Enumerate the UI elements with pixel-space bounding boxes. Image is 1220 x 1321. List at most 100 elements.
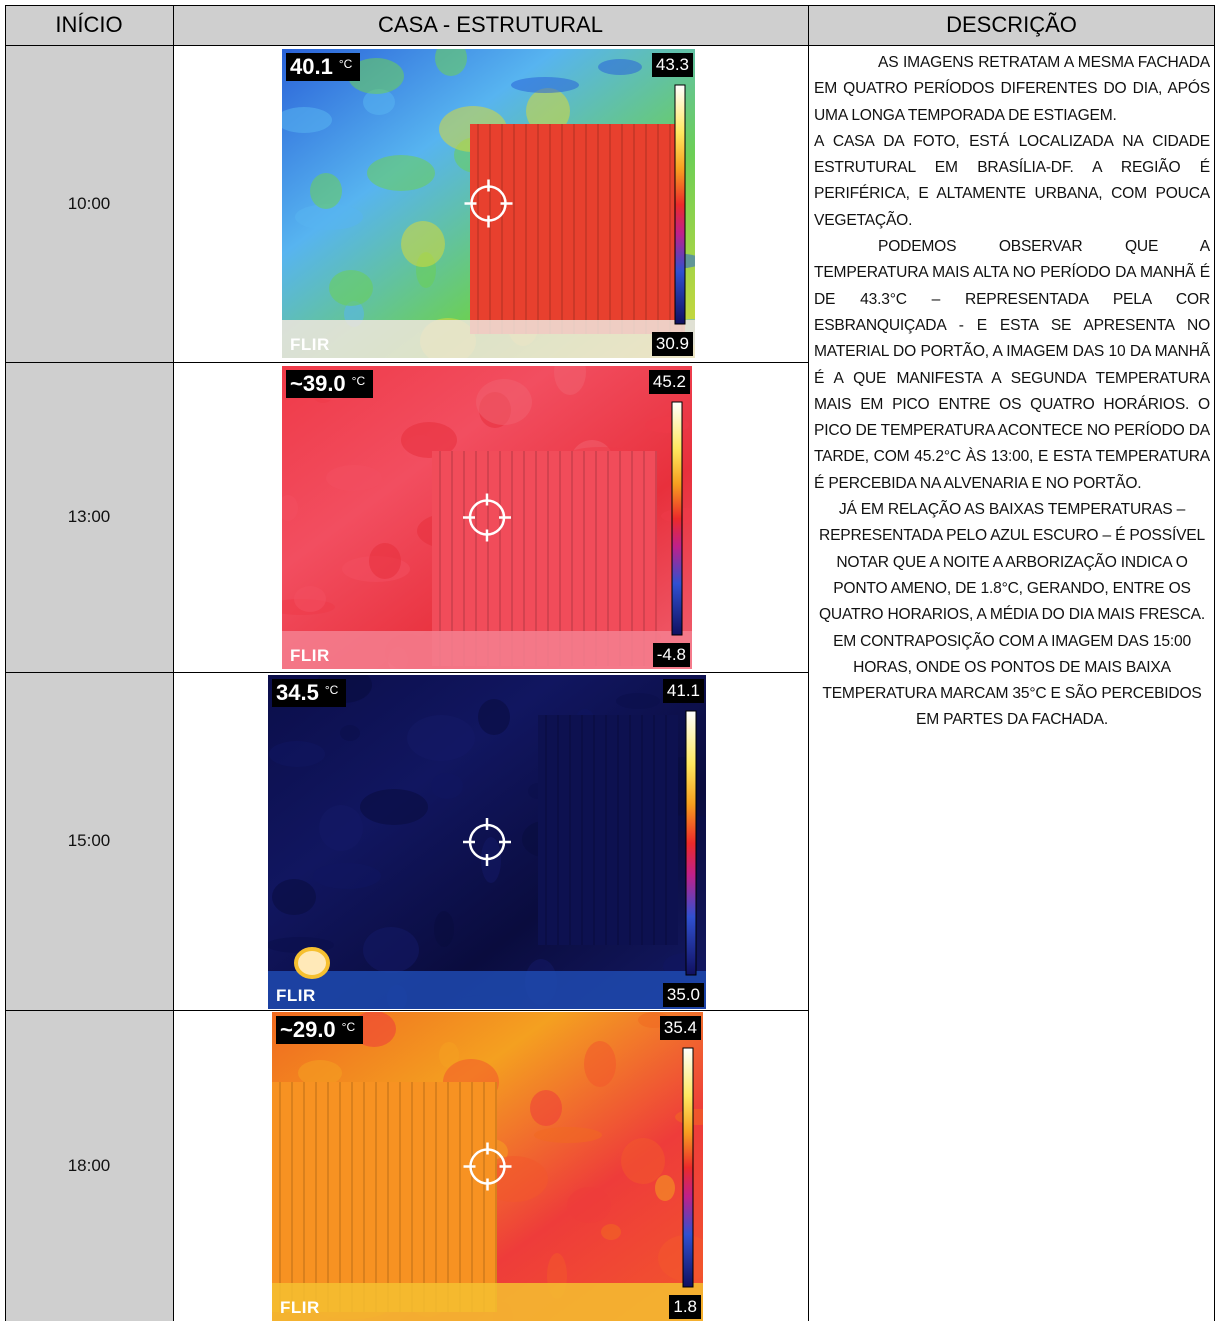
texture [401, 221, 445, 267]
thermal-graphic [272, 1012, 703, 1321]
texture [601, 1224, 621, 1240]
texture [567, 1187, 611, 1223]
texture [363, 927, 419, 973]
texture [295, 204, 363, 230]
border [5, 5, 1215, 6]
texture [511, 77, 579, 93]
spot-reading: ~39.0 °C [286, 370, 374, 398]
time-label: 10:00 [67, 193, 111, 213]
scale-max: 43.3 [651, 53, 693, 77]
texture [313, 863, 381, 889]
texture [526, 88, 570, 134]
scale-max: 35.4 [659, 1016, 701, 1040]
border [5, 5, 6, 1321]
texture [363, 89, 395, 115]
texture [530, 1090, 562, 1126]
texture [282, 495, 298, 521]
texture [616, 693, 660, 709]
spot-unit: °C [324, 683, 339, 697]
time-label: 18:00 [67, 1155, 111, 1175]
texture [348, 58, 404, 94]
thermal-graphic [282, 49, 695, 358]
gate [432, 451, 657, 666]
flir-logo: FLIR [276, 986, 316, 1005]
flir-logo: FLIR [290, 335, 330, 354]
header-house: CASA - ESTRUTURAL [378, 12, 603, 37]
texture [439, 1042, 459, 1068]
thermal-image: ~39.0 °C 45.2 -4.8 FLIR [282, 366, 692, 669]
texture [272, 879, 316, 915]
thermal-image: 40.1 °C 43.3 30.9 FLIR [282, 49, 695, 358]
texture [401, 422, 457, 458]
texture [434, 911, 454, 947]
gate [538, 715, 678, 945]
time-label: 15:00 [67, 831, 111, 850]
thermal-graphic [268, 675, 706, 1009]
thermal-graphic [282, 366, 692, 669]
texture [431, 773, 463, 799]
scale-max: 45.2 [648, 370, 690, 394]
ground [282, 320, 695, 358]
spot-value: 34.5 [276, 680, 319, 705]
spot-unit: °C [341, 1020, 356, 1034]
spot-unit: °C [338, 57, 353, 71]
header-bg [5, 5, 1215, 45]
scale-max: 41.1 [662, 679, 704, 703]
border [5, 45, 1215, 46]
header-description: DESCRIÇÃO [946, 12, 1077, 37]
paragraph: AS IMAGENS RETRATAM A MESMA FACHADA EM Q… [814, 54, 1210, 124]
gate [272, 1082, 497, 1312]
texture [554, 366, 586, 395]
gate [470, 124, 685, 334]
texture [435, 49, 467, 76]
scale-min: 30.9 [651, 332, 693, 356]
texture [478, 699, 510, 735]
ground [272, 1283, 703, 1321]
spot-value: 40.1 [290, 54, 333, 79]
spot-value: ~29.0 [280, 1017, 336, 1042]
thermal-image: 34.5 °C 41.1 35.0 FLIR [268, 675, 706, 1009]
spot-unit: °C [351, 374, 366, 388]
texture [310, 173, 342, 209]
scale-bar [671, 401, 683, 636]
ground [282, 631, 692, 669]
texture [282, 107, 332, 133]
time-label: 13:00 [67, 507, 111, 526]
thermal-image: ~29.0 °C 35.4 1.8 FLIR [272, 1012, 703, 1321]
texture [340, 725, 360, 741]
border [5, 362, 808, 363]
texture [360, 789, 428, 825]
scale-min: -4.8 [652, 643, 690, 667]
flir-logo: FLIR [280, 1298, 320, 1317]
spot-reading: 34.5 °C [272, 679, 347, 707]
texture [326, 465, 382, 491]
ground [268, 971, 706, 1009]
paragraph: JÁ EM RELAÇÃO AS BAIXAS TEMPERATURAS – R… [818, 501, 1206, 729]
flir-logo: FLIR [290, 646, 330, 665]
texture [298, 1060, 342, 1086]
texture [621, 1138, 665, 1184]
hot-spot [294, 947, 330, 979]
spot-reading: ~29.0 °C [276, 1016, 364, 1044]
texture [269, 741, 325, 767]
texture [655, 1175, 675, 1201]
spot-value: ~39.0 [290, 371, 346, 396]
scale-bar [674, 84, 686, 325]
texture [282, 49, 292, 57]
scale-min: 1.8 [669, 1295, 701, 1319]
texture [598, 59, 642, 75]
spot-reading: 40.1 °C [286, 53, 361, 81]
texture [534, 1127, 602, 1143]
texture [294, 586, 326, 612]
texture [319, 805, 363, 851]
paragraph: PODEMOS OBSERVAR QUE A TEMPERATURA MAIS … [814, 238, 1210, 492]
border [808, 5, 809, 1321]
border [1214, 5, 1215, 1321]
description: AS IMAGENS RETRATAM A MESMA FACHADA EM Q… [814, 50, 1210, 734]
texture [584, 1041, 616, 1087]
border [5, 1010, 808, 1011]
texture [369, 543, 401, 579]
texture [481, 837, 501, 883]
texture [476, 379, 532, 425]
